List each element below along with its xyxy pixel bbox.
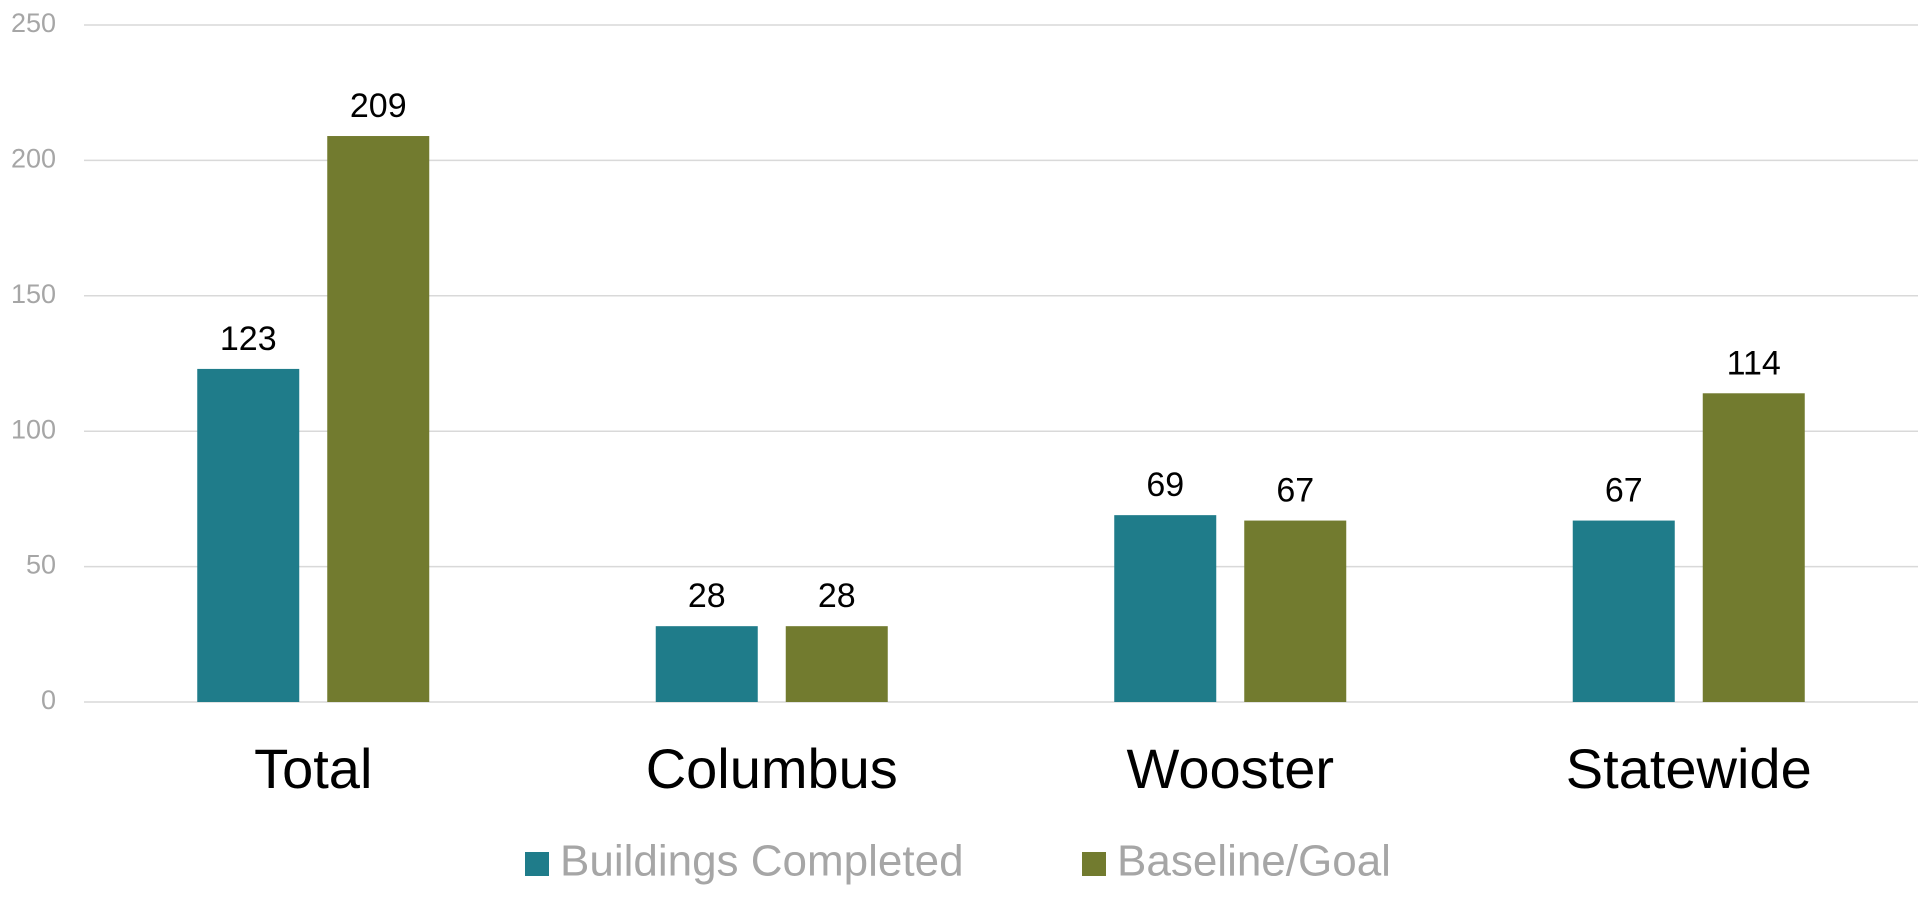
x-tick-label: Columbus bbox=[646, 737, 898, 800]
legend-swatch bbox=[525, 852, 549, 876]
y-tick-label: 50 bbox=[26, 550, 56, 580]
y-tick-label: 100 bbox=[11, 414, 56, 444]
legend-label: Buildings Completed bbox=[560, 837, 964, 886]
value-label: 123 bbox=[220, 320, 277, 358]
x-tick-label: Total bbox=[254, 737, 372, 800]
bar bbox=[1244, 520, 1347, 702]
bar bbox=[1702, 393, 1805, 702]
x-tick-label: Statewide bbox=[1566, 737, 1812, 800]
legend-swatch bbox=[1082, 852, 1106, 876]
value-label: 28 bbox=[818, 577, 856, 615]
value-label: 114 bbox=[1727, 344, 1781, 382]
y-tick-label: 200 bbox=[11, 144, 56, 174]
legend-label: Baseline/Goal bbox=[1117, 837, 1391, 886]
value-label: 69 bbox=[1146, 466, 1184, 504]
bar bbox=[197, 368, 300, 702]
bar bbox=[1114, 515, 1217, 702]
value-label: 67 bbox=[1605, 472, 1643, 510]
bar bbox=[327, 136, 430, 702]
y-tick-label: 150 bbox=[11, 279, 56, 309]
bar bbox=[785, 626, 888, 702]
x-tick-label: Wooster bbox=[1127, 737, 1334, 800]
y-tick-label: 250 bbox=[11, 8, 56, 38]
value-label: 67 bbox=[1276, 472, 1314, 510]
value-label: 28 bbox=[688, 577, 726, 615]
y-tick-label: 0 bbox=[41, 685, 56, 715]
value-label: 209 bbox=[350, 87, 407, 125]
bar bbox=[655, 626, 758, 702]
bar bbox=[1572, 520, 1675, 702]
